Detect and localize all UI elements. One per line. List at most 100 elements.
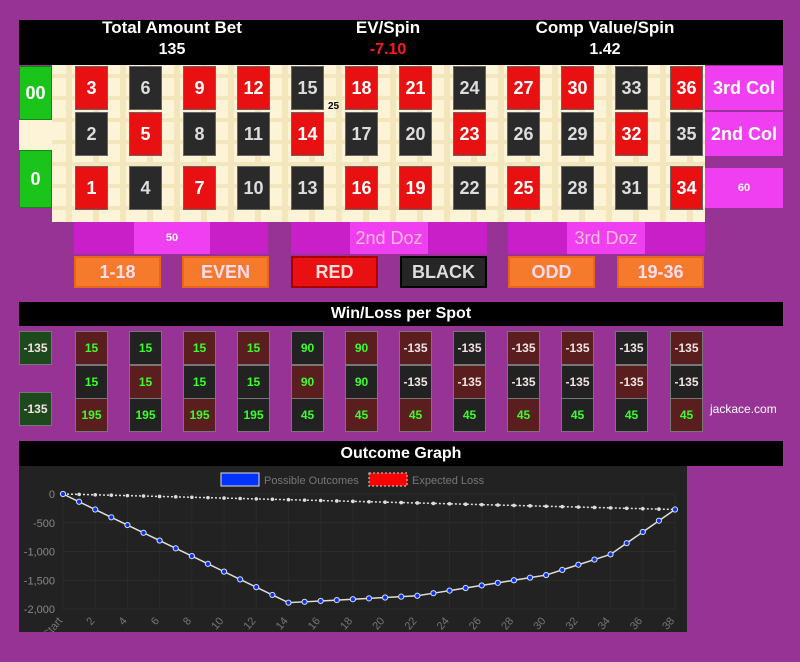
- winloss-0: -135: [19, 392, 52, 426]
- number-15[interactable]: 15: [291, 66, 324, 110]
- number-30[interactable]: 30: [561, 66, 594, 110]
- number-25[interactable]: 25: [507, 166, 540, 210]
- number-29[interactable]: 29: [561, 112, 594, 156]
- possible-outcomes-point: [172, 545, 179, 552]
- bet-even[interactable]: EVEN: [182, 256, 269, 288]
- y-tick-label: -2,000: [24, 604, 55, 616]
- winloss-spot-19: 45: [399, 398, 432, 432]
- legend-label[interactable]: Expected Loss: [412, 475, 485, 487]
- number-12[interactable]: 12: [237, 66, 270, 110]
- number-27[interactable]: 27: [507, 66, 540, 110]
- number-2[interactable]: 2: [75, 112, 108, 156]
- possible-outcomes-point: [430, 590, 437, 597]
- number-10[interactable]: 10: [237, 166, 270, 210]
- number-22[interactable]: 22: [453, 166, 486, 210]
- number-18[interactable]: 18: [345, 66, 378, 110]
- number-31[interactable]: 31: [615, 166, 648, 210]
- winloss-spot-2: 15: [75, 365, 108, 399]
- ev-label: EV/Spin: [355, 18, 421, 37]
- possible-outcomes-point: [124, 521, 131, 529]
- possible-outcomes-point: [92, 506, 99, 513]
- x-tick-label: 24: [435, 615, 452, 632]
- winloss-spot-22: 45: [453, 398, 486, 432]
- winloss-spot-25: 45: [507, 398, 540, 432]
- number-8[interactable]: 8: [183, 112, 216, 156]
- winloss-spot-20: -135: [399, 365, 432, 399]
- number-6[interactable]: 6: [129, 66, 162, 110]
- winloss-spot-23: -135: [453, 365, 486, 399]
- number-9[interactable]: 9: [183, 66, 216, 110]
- possible-outcomes-point: [462, 584, 469, 592]
- winloss-spot-27: -135: [507, 331, 540, 365]
- number-20[interactable]: 20: [399, 112, 432, 156]
- x-tick-label: 20: [370, 615, 387, 632]
- possible-outcomes-point: [591, 556, 598, 563]
- x-tick-label: 16: [306, 615, 323, 632]
- number-3[interactable]: 3: [75, 66, 108, 110]
- legend-label[interactable]: Possible Outcomes: [264, 475, 359, 487]
- expected-loss-point: [640, 506, 645, 511]
- number-16[interactable]: 16: [345, 166, 378, 210]
- number-32[interactable]: 32: [615, 112, 648, 156]
- number-4[interactable]: 4: [129, 166, 162, 210]
- number-33[interactable]: 33: [615, 66, 648, 110]
- number-23[interactable]: 23: [453, 112, 486, 156]
- winloss-spot-16: 45: [345, 398, 378, 432]
- expected-loss-point: [367, 499, 371, 504]
- expected-loss-point: [528, 504, 532, 508]
- possible-outcomes-point: [494, 579, 501, 586]
- possible-outcomes-point: [671, 506, 679, 513]
- chip-label: 25: [328, 101, 340, 112]
- winloss-spot-31: 45: [615, 398, 648, 432]
- number-1[interactable]: 1: [75, 166, 108, 210]
- winloss-spot-7: 195: [183, 398, 216, 432]
- possible-outcomes-point: [655, 517, 662, 524]
- expected-loss-point: [512, 503, 516, 508]
- x-tick-label: 18: [338, 615, 355, 632]
- number-26[interactable]: 26: [507, 112, 540, 156]
- bet-black[interactable]: BLACK: [400, 256, 487, 288]
- column-bet-2nd[interactable]: 2nd Col: [705, 112, 783, 156]
- number-36[interactable]: 36: [670, 66, 703, 110]
- number-21[interactable]: 21: [399, 66, 432, 110]
- expected-loss-point: [560, 504, 565, 509]
- credit-text: jackace.com: [710, 402, 777, 416]
- bet-red[interactable]: RED: [291, 256, 378, 288]
- expected-loss-point: [415, 501, 420, 505]
- number-11[interactable]: 11: [237, 112, 270, 156]
- column-bet-3rd[interactable]: 3rd Col: [705, 66, 783, 110]
- bet-00[interactable]: 00: [19, 66, 52, 120]
- winloss-spot-12: 15: [237, 331, 270, 365]
- bet-odd[interactable]: ODD: [508, 256, 595, 288]
- bet-19-36[interactable]: 19-36: [617, 256, 704, 288]
- number-19[interactable]: 19: [399, 166, 432, 210]
- winloss-spot-21: -135: [399, 331, 432, 365]
- number-5[interactable]: 5: [129, 112, 162, 156]
- winloss-spot-15: 90: [291, 331, 324, 365]
- expected-loss-point: [657, 507, 661, 511]
- number-28[interactable]: 28: [561, 166, 594, 210]
- number-34[interactable]: 34: [670, 166, 703, 210]
- bet-0[interactable]: 0: [19, 150, 52, 208]
- possible-outcomes-point: [559, 566, 566, 574]
- number-35[interactable]: 35: [670, 112, 703, 156]
- number-7[interactable]: 7: [183, 166, 216, 210]
- expected-loss-point: [77, 492, 81, 497]
- column-bet-1st[interactable]: 60: [705, 168, 783, 208]
- expected-loss-point: [270, 497, 275, 502]
- winloss-spot-6: 15: [129, 331, 162, 365]
- number-24[interactable]: 24: [453, 66, 486, 110]
- winloss-title: Win/Loss per Spot: [19, 302, 783, 326]
- number-17[interactable]: 17: [345, 112, 378, 156]
- stats-header: [19, 20, 783, 65]
- expected-loss-point: [254, 497, 259, 501]
- number-13[interactable]: 13: [291, 166, 324, 210]
- possible-outcomes-point: [108, 514, 115, 521]
- expected-loss-point: [463, 502, 468, 507]
- x-tick-label: 10: [209, 615, 226, 632]
- winloss-spot-34: 45: [670, 398, 703, 432]
- bet-1-18[interactable]: 1-18: [74, 256, 161, 288]
- x-tick-label: 12: [241, 615, 258, 632]
- number-14[interactable]: 14: [291, 112, 324, 156]
- possible-outcomes-point: [140, 529, 147, 536]
